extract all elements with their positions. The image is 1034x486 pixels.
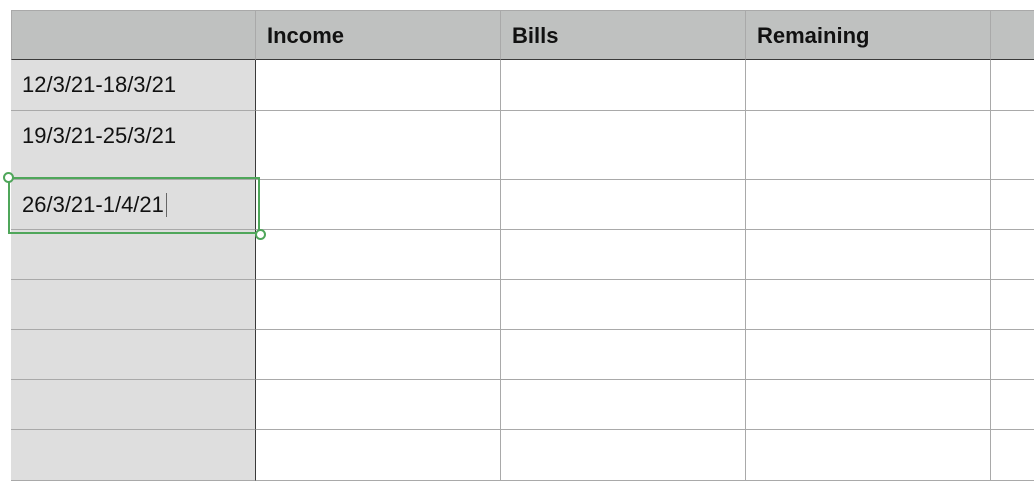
column-header-1[interactable] xyxy=(11,10,256,60)
cell-selection-outline xyxy=(8,177,260,234)
table-cell[interactable] xyxy=(501,430,746,481)
column-header-3[interactable]: Bills xyxy=(501,10,746,60)
table-cell[interactable] xyxy=(256,380,501,430)
text-cursor xyxy=(165,193,167,217)
column-header-2[interactable]: Income xyxy=(256,10,501,60)
table-cell[interactable] xyxy=(501,380,746,430)
table-cell[interactable] xyxy=(256,280,501,330)
table-cell[interactable] xyxy=(501,280,746,330)
row-label-cell[interactable]: 19/3/21-25/3/21 xyxy=(11,111,256,180)
row-label-cell[interactable] xyxy=(11,430,256,481)
column-header-4[interactable]: Remaining xyxy=(746,10,991,60)
cell-text: 19/3/21-25/3/21 xyxy=(22,123,177,148)
row-label-cell[interactable] xyxy=(11,230,256,280)
row-label-cell[interactable] xyxy=(11,330,256,380)
cell-text: 12/3/21-18/3/21 xyxy=(22,72,177,97)
table-cell[interactable] xyxy=(991,430,1034,481)
table-cell[interactable] xyxy=(746,60,991,111)
table-cell[interactable] xyxy=(991,380,1034,430)
cell-text: Income xyxy=(267,23,345,48)
table-cell[interactable] xyxy=(256,111,501,180)
table-cell[interactable] xyxy=(256,430,501,481)
table-cell[interactable] xyxy=(746,380,991,430)
table-cell[interactable] xyxy=(501,60,746,111)
table-cell[interactable] xyxy=(256,180,501,230)
cell-text: Remaining xyxy=(757,23,870,48)
table-cell[interactable] xyxy=(501,180,746,230)
table-cell[interactable] xyxy=(746,280,991,330)
cell-text: 26/3/21-1/4/21 xyxy=(22,192,164,217)
selection-handle-bottom-right[interactable] xyxy=(255,229,266,240)
table-cell[interactable] xyxy=(256,330,501,380)
row-label-cell[interactable]: 26/3/21-1/4/21 xyxy=(11,180,256,230)
table-cell[interactable] xyxy=(991,330,1034,380)
table-cell[interactable] xyxy=(501,330,746,380)
table-cell[interactable] xyxy=(746,230,991,280)
table-cell[interactable] xyxy=(746,430,991,481)
table-cell[interactable] xyxy=(256,230,501,280)
table-cell[interactable] xyxy=(501,230,746,280)
row-label-cell[interactable] xyxy=(11,380,256,430)
table-cell[interactable] xyxy=(991,230,1034,280)
table-cell[interactable] xyxy=(991,111,1034,180)
column-header-5[interactable] xyxy=(991,10,1034,60)
table-cell[interactable] xyxy=(501,111,746,180)
row-label-cell[interactable]: 12/3/21-18/3/21 xyxy=(11,60,256,111)
table-cell[interactable] xyxy=(991,60,1034,111)
table-cell[interactable] xyxy=(256,60,501,111)
table-cell[interactable] xyxy=(991,180,1034,230)
table-cell[interactable] xyxy=(746,180,991,230)
row-label-cell[interactable] xyxy=(11,280,256,330)
table-cell[interactable] xyxy=(991,280,1034,330)
selection-handle-top-left[interactable] xyxy=(3,172,14,183)
table-cell[interactable] xyxy=(746,330,991,380)
table-cell[interactable] xyxy=(746,111,991,180)
cell-text: Bills xyxy=(512,23,559,48)
